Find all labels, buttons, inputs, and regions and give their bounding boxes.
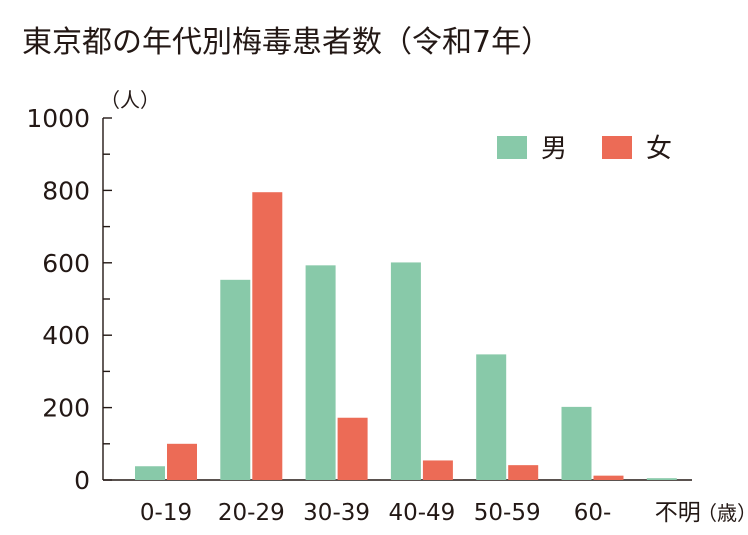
bar-female bbox=[422, 460, 453, 480]
bar-male bbox=[135, 466, 165, 480]
bars bbox=[135, 192, 677, 480]
y-tick-label: 400 bbox=[42, 321, 90, 350]
bar-male bbox=[305, 265, 336, 480]
x-tick-label: 20-29 bbox=[218, 500, 285, 526]
bar-male bbox=[390, 262, 421, 480]
y-tick-label: 1000 bbox=[26, 104, 90, 133]
bar-female bbox=[252, 192, 283, 480]
x-tick-label: 60- bbox=[574, 500, 612, 526]
x-tick-label: 30-39 bbox=[303, 500, 370, 526]
bar-female bbox=[593, 475, 624, 480]
chart-title: 東京都の年代別梅毒患者数（令和7年） bbox=[22, 25, 551, 60]
x-tick-labels: 0-19 20-29 30-39 40-49 50-59 60- 不明 bbox=[140, 500, 701, 526]
legend-swatch bbox=[497, 136, 527, 159]
y-tick-label: 600 bbox=[42, 249, 90, 278]
bar-male bbox=[220, 279, 251, 480]
bar-female bbox=[337, 417, 368, 480]
y-unit-label: （人） bbox=[100, 88, 160, 112]
x-tick-label: 不明 bbox=[655, 500, 701, 526]
bar-male bbox=[646, 478, 677, 480]
x-tick-label: 0-19 bbox=[140, 500, 192, 526]
bar-female bbox=[167, 443, 197, 480]
y-tick-label: 800 bbox=[42, 176, 90, 205]
legend-label: 男 bbox=[541, 134, 567, 164]
legend-label: 女 bbox=[646, 134, 672, 164]
x-unit-label: （歳） bbox=[697, 501, 748, 525]
x-tick-label: 50-59 bbox=[474, 500, 541, 526]
legend-swatch bbox=[602, 136, 632, 159]
legend: 男女 bbox=[497, 134, 672, 164]
x-tick-label: 40-49 bbox=[388, 500, 455, 526]
y-ticks: 0 200 400 600 800 1000 bbox=[26, 104, 112, 495]
bar-male bbox=[476, 354, 507, 480]
bar-female bbox=[508, 465, 539, 480]
y-tick-label: 200 bbox=[42, 394, 90, 423]
bar-male bbox=[561, 406, 592, 480]
y-tick-label: 0 bbox=[74, 466, 90, 495]
